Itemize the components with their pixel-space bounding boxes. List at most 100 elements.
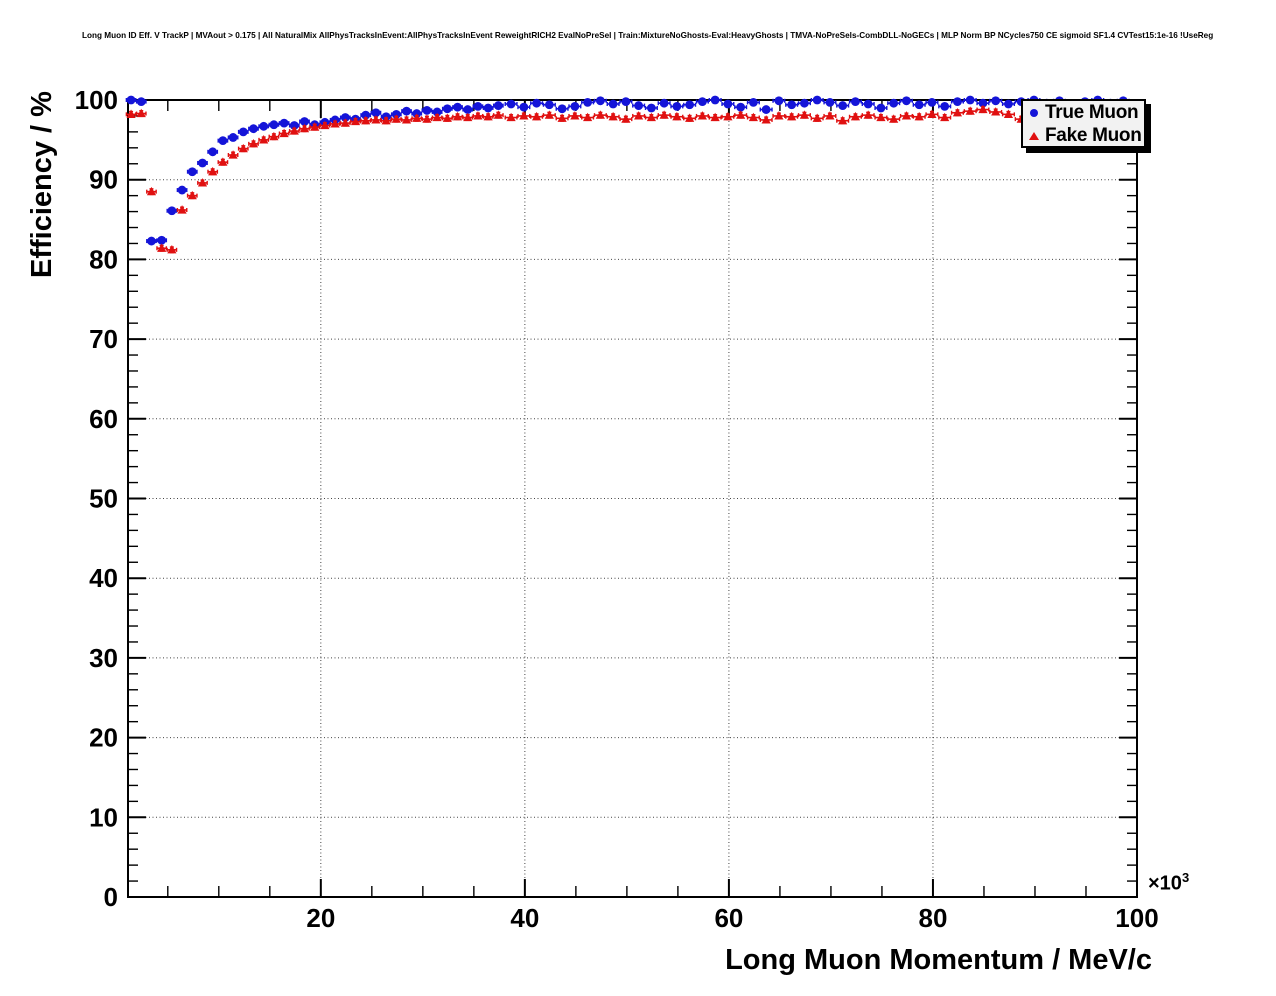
y-tick-label: 0 (104, 882, 118, 912)
data-marker-triangle (432, 112, 442, 122)
data-marker-circle (774, 96, 784, 106)
data-marker-circle (177, 185, 187, 195)
data-marker-circle (506, 99, 516, 109)
data-marker-triangle (901, 111, 912, 120)
data-marker-circle (672, 101, 682, 111)
data-marker-circle (167, 206, 177, 216)
data-marker-triangle (672, 111, 682, 121)
data-marker-triangle (697, 111, 707, 120)
data-marker-circle (736, 102, 746, 112)
legend: True Muon Fake Muon (1021, 99, 1146, 148)
data-marker-circle (279, 118, 289, 128)
data-marker-circle (800, 98, 809, 108)
data-marker-circle (953, 97, 962, 106)
data-marker-circle (228, 133, 238, 142)
data-marker-circle (126, 95, 136, 105)
data-marker-circle (519, 102, 529, 112)
data-marker-circle (493, 101, 503, 110)
data-marker-triangle (289, 126, 299, 135)
data-marker-triangle (412, 113, 422, 122)
data-marker-triangle (531, 111, 542, 121)
x-exponent-base: ×10 (1148, 872, 1182, 895)
data-marker-triangle (238, 143, 248, 153)
data-marker-circle (249, 124, 258, 134)
data-marker-circle (269, 120, 279, 130)
data-marker-circle (463, 105, 473, 114)
data-marker-triangle (506, 112, 516, 122)
data-marker-triangle (310, 122, 320, 131)
data-marker-triangle (608, 111, 618, 121)
data-marker-triangle (787, 111, 797, 121)
data-marker-triangle (228, 150, 238, 159)
data-marker-triangle (208, 166, 218, 176)
data-marker-circle (659, 98, 669, 108)
data-marker-triangle (519, 111, 529, 120)
data-marker-triangle (965, 106, 975, 115)
data-marker-circle (902, 96, 911, 106)
y-tick-label: 20 (89, 723, 118, 753)
data-marker-circle (136, 97, 146, 106)
data-marker-triangle (659, 110, 669, 119)
fake-muon-triangle-icon (1023, 132, 1045, 140)
legend-label-true-muon: True Muon (1045, 102, 1139, 123)
y-axis-title: Efficiency / % (26, 91, 58, 278)
data-marker-circle (371, 108, 381, 118)
data-marker-triangle (914, 111, 924, 121)
data-marker-triangle (218, 157, 228, 166)
data-marker-triangle (978, 104, 988, 114)
data-marker-triangle (473, 111, 483, 120)
data-marker-triangle (320, 120, 330, 130)
data-marker-circle (940, 101, 950, 111)
data-marker-circle (432, 107, 442, 117)
data-marker-triangle (330, 119, 340, 128)
data-marker-triangle (621, 114, 631, 123)
data-marker-circle (991, 96, 1001, 106)
data-marker-circle (748, 97, 758, 107)
data-marker-triangle (340, 118, 350, 127)
y-tick-label: 60 (89, 404, 118, 434)
data-marker-triangle (685, 113, 695, 122)
data-marker-circle (787, 100, 797, 110)
y-tick-label: 100 (75, 85, 118, 115)
grid-lines (128, 100, 1137, 897)
data-marker-triangle (136, 108, 146, 118)
x-exponent-power: 3 (1181, 870, 1190, 885)
y-tick-label: 30 (89, 643, 118, 673)
data-marker-circle (710, 95, 720, 105)
data-marker-triangle (583, 112, 593, 122)
x-axis-title: Long Muon Momentum / MeV/c (725, 944, 1152, 976)
data-marker-triangle (422, 114, 432, 123)
data-marker-circle (422, 105, 432, 115)
data-marker-circle (876, 103, 886, 113)
data-marker-circle (761, 105, 771, 114)
data-marker-circle (914, 100, 924, 110)
y-tick-label: 80 (89, 244, 118, 274)
data-marker-triangle (774, 111, 784, 120)
data-marker-triangle (544, 110, 554, 119)
data-marker-circle (889, 98, 899, 108)
data-marker-circle (208, 147, 218, 157)
data-marker-triangle (248, 139, 259, 148)
legend-item-true-muon: True Muon (1023, 101, 1144, 124)
x-tick-label: 20 (306, 903, 335, 933)
data-marker-circle (634, 101, 644, 110)
data-marker-triangle (838, 115, 848, 125)
data-marker-triangle (146, 186, 157, 196)
x-tick-label: 100 (1115, 903, 1158, 933)
data-marker-triangle (646, 112, 656, 122)
x-axis-exponent: ×103 (1148, 870, 1189, 896)
data-marker-circle (544, 100, 554, 110)
data-marker-triangle (570, 111, 580, 120)
data-marker-circle (825, 97, 835, 107)
data-marker-circle (1004, 99, 1013, 109)
data-marker-circle (238, 127, 248, 137)
data-marker-triangle (391, 114, 401, 123)
y-tick-label: 50 (89, 484, 118, 514)
data-marker-triangle (940, 112, 950, 122)
data-marker-circle (570, 101, 580, 111)
data-marker-triangle (761, 115, 771, 124)
data-marker-circle (621, 97, 631, 106)
data-marker-triangle (748, 112, 758, 122)
